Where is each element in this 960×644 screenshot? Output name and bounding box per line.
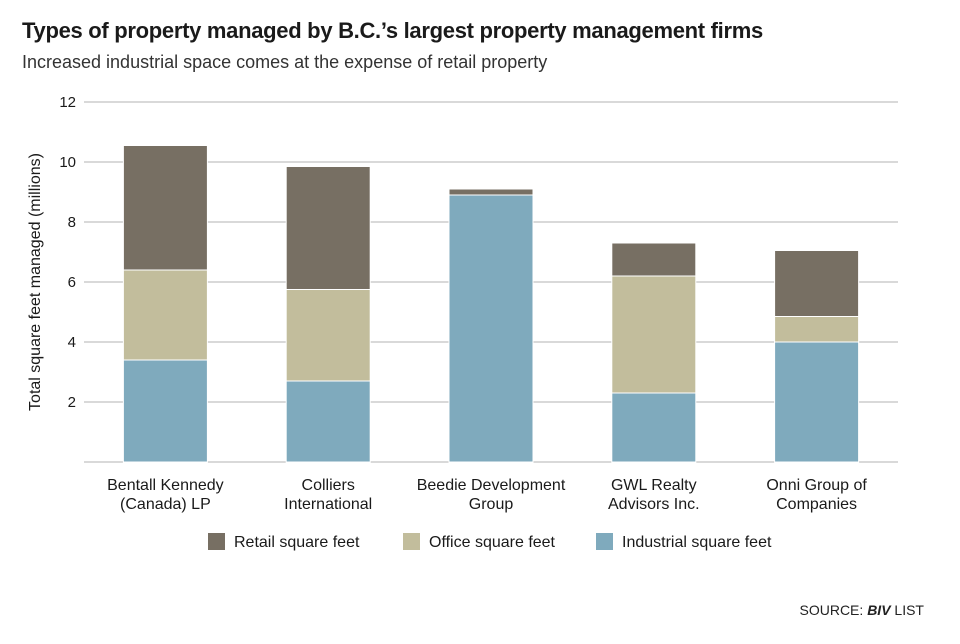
x-category-label: Companies xyxy=(776,496,857,513)
bar-office xyxy=(122,269,208,361)
bar-industrial xyxy=(611,392,697,463)
x-category-label: Beedie Development xyxy=(417,477,566,494)
bar-retail xyxy=(448,188,534,196)
bar-industrial xyxy=(122,359,208,463)
x-category-label: GWL Realty xyxy=(611,477,697,494)
bar-industrial xyxy=(448,194,534,463)
y-tick-label: 6 xyxy=(68,274,76,291)
chart-title: Types of property managed by B.C.’s larg… xyxy=(22,18,763,43)
x-category-label: Colliers xyxy=(302,477,355,494)
x-category-label: (Canada) LP xyxy=(120,496,211,513)
chart-subtitle: Increased industrial space comes at the … xyxy=(22,52,548,72)
bar-industrial xyxy=(774,341,860,463)
bar-retail xyxy=(611,242,697,277)
source-suffix: LIST xyxy=(890,602,924,618)
y-tick-label: 8 xyxy=(68,214,76,231)
legend-label: Industrial square feet xyxy=(622,534,772,551)
legend-swatch-industrial xyxy=(596,533,613,550)
bar-industrial xyxy=(285,380,371,463)
y-tick-label: 4 xyxy=(68,334,76,351)
x-category-label: International xyxy=(284,496,372,513)
legend-label: Retail square feet xyxy=(234,534,360,551)
y-tick-label: 2 xyxy=(68,394,76,411)
source-prefix: SOURCE: xyxy=(799,602,868,618)
bar-office xyxy=(285,289,371,382)
x-category-label: Group xyxy=(469,496,514,513)
bar-office xyxy=(611,275,697,394)
legend-swatch-retail xyxy=(208,533,225,550)
bar-retail xyxy=(122,145,208,271)
x-category-label: Onni Group of xyxy=(766,477,867,494)
x-category-label: Bentall Kennedy xyxy=(107,477,224,494)
source-note: SOURCE: BIV LIST xyxy=(800,602,925,618)
y-axis-label: Total square feet managed (millions) xyxy=(27,153,44,411)
source-publication: BIV xyxy=(867,602,891,618)
y-tick-label: 12 xyxy=(59,94,76,111)
legend-label: Office square feet xyxy=(429,534,556,551)
y-tick-label: 10 xyxy=(59,154,76,171)
x-category-label: Advisors Inc. xyxy=(608,496,700,513)
bar-retail xyxy=(285,166,371,290)
bar-office xyxy=(774,316,860,343)
bar-retail xyxy=(774,250,860,317)
legend-swatch-office xyxy=(403,533,420,550)
